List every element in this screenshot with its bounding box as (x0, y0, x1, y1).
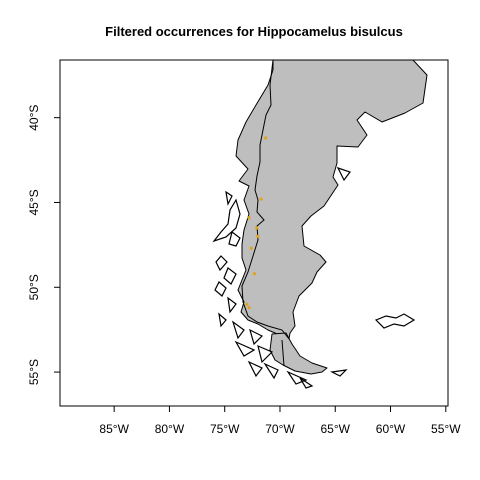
occurrence-point (249, 246, 253, 250)
falkland-islands (374, 313, 416, 329)
occurrence-point (247, 306, 251, 310)
x-tick-label: 80°W (155, 422, 185, 436)
y-tick-label: 45°S (27, 189, 41, 215)
plot-frame (59, 59, 449, 407)
x-tick-label: 60°W (376, 422, 406, 436)
map-region (212, 60, 428, 389)
x-tick-label: 70°W (265, 422, 295, 436)
y-tick-label: 40°S (27, 105, 41, 131)
map-title: Filtered occurrences for Hippocamelus bi… (105, 24, 403, 39)
x-tick-label: 85°W (99, 422, 129, 436)
occurrence-point (255, 226, 259, 230)
occurrence-point (264, 136, 268, 140)
occurrence-point (256, 234, 260, 238)
y-tick-label: 55°S (27, 359, 41, 385)
x-tick-label: 55°W (431, 422, 461, 436)
occurrence-point (252, 272, 257, 276)
occurrence-point (245, 302, 249, 306)
tierra-del-fuego (269, 332, 328, 375)
chilean-islands (212, 166, 351, 389)
x-axis: 85°W 80°W 75°W 70°W 65°W 60°W 55°W (99, 406, 461, 436)
occurrence-points (245, 136, 268, 310)
occurrence-point (247, 216, 251, 220)
mainland-landmass (235, 60, 428, 340)
country-border (241, 60, 290, 340)
x-tick-label: 65°W (321, 422, 351, 436)
y-tick-label: 50°S (27, 274, 41, 300)
y-axis: 40°S 45°S 50°S 55°S (27, 105, 60, 385)
x-tick-label: 75°W (210, 422, 240, 436)
occurrence-point (259, 197, 263, 201)
